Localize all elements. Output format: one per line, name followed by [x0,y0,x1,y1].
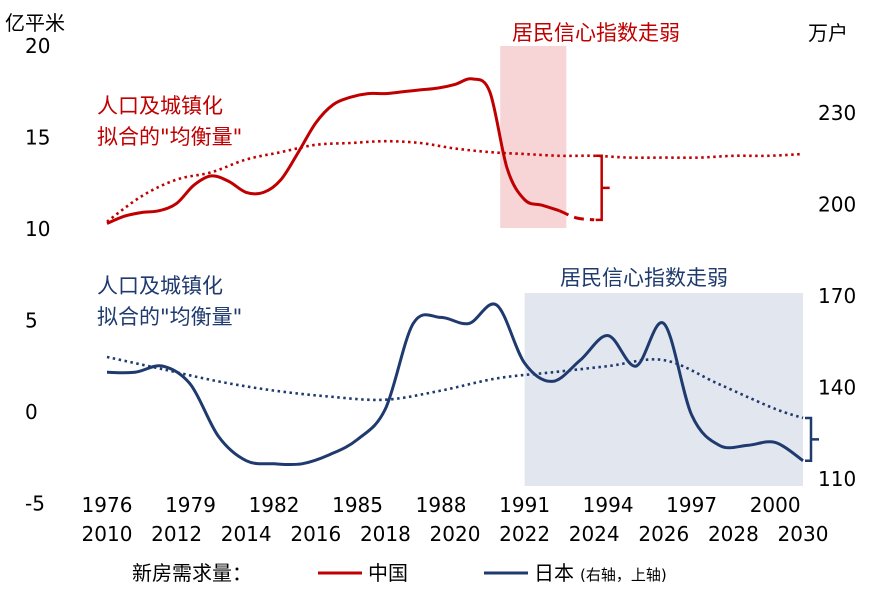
china-year-tick: 2012 [151,522,202,546]
china-year-tick: 2010 [82,522,133,546]
china-confidence-shade [500,46,567,228]
left-tick-label: 10 [25,217,50,241]
china-year-ticks: 2010 2012 2014 2016 2018 2020 2022 2024 2026 2028… [82,522,829,546]
japan-year-tick: 1976 [82,493,133,517]
japan-year-tick: 1979 [165,493,216,517]
japan-year-ticks: 1976 1979 1982 1985 1988 1991 1994 1997 2000 [82,493,801,517]
japan-year-tick: 1997 [666,493,717,517]
left-tick-label: 0 [25,400,38,424]
china-year-tick: 2028 [708,522,759,546]
japan-year-tick: 1994 [583,493,634,517]
legend-prefix: 新房需求量： [132,561,252,585]
japan-year-tick: 2000 [750,493,801,517]
left-tick-label: 5 [25,309,38,333]
china-year-tick: 2020 [430,522,481,546]
left-tick-label: -5 [25,492,45,516]
china-year-tick: 2014 [221,522,272,546]
right-axis-label: 万户 [808,21,848,45]
right-axis-ticks: 230 200 170 140 110 [818,101,856,491]
legend-japan-label: 日本 [534,561,574,585]
left-tick-label: 20 [25,34,50,58]
right-tick-label: 140 [818,376,856,400]
china-fit-label-line2: 拟合的"均衡量" [97,125,242,149]
china-fit-label-line1: 人口及城镇化 [97,94,223,118]
japan-new-home-demand-line [106,302,804,467]
china-forecast-dashed-line [558,209,595,222]
japan-fit-label-line1: 人口及城镇化 [97,274,223,298]
legend: 新房需求量： 中国 日本 (右轴，上轴) [132,561,667,585]
japan-fit-label-line2: 拟合的"均衡量" [97,305,242,329]
right-tick-label: 170 [818,284,856,308]
japan-year-tick: 1991 [499,493,550,517]
japan-shade-label: 居民信心指数走弱 [560,266,728,290]
china-year-tick: 2022 [499,522,550,546]
china-year-tick: 2030 [778,522,829,546]
left-axis-ticks: 20 15 10 5 0 -5 [25,34,50,516]
left-tick-label: 15 [25,126,50,150]
right-tick-label: 230 [818,101,856,125]
china-equilibrium-line [106,139,804,223]
legend-japan-note: (右轴，上轴) [580,566,667,584]
china-shade-label: 居民信心指数走弱 [512,21,680,45]
china-new-home-demand-line [106,77,560,225]
china-year-tick: 2018 [360,522,411,546]
left-axis-label: 亿平米 [5,11,65,35]
china-year-tick: 2016 [290,522,341,546]
legend-china-label: 中国 [368,561,408,585]
japan-year-tick: 1988 [416,493,467,517]
china-year-tick: 2026 [638,522,689,546]
japan-gap-bracket [805,416,819,462]
china-gap-bracket [595,154,610,222]
japan-equilibrium-line [106,355,804,420]
right-tick-label: 110 [818,467,856,491]
china-year-tick: 2024 [569,522,620,546]
japan-year-tick: 1982 [249,493,300,517]
japan-year-tick: 1985 [332,493,383,517]
right-tick-label: 200 [818,193,856,217]
